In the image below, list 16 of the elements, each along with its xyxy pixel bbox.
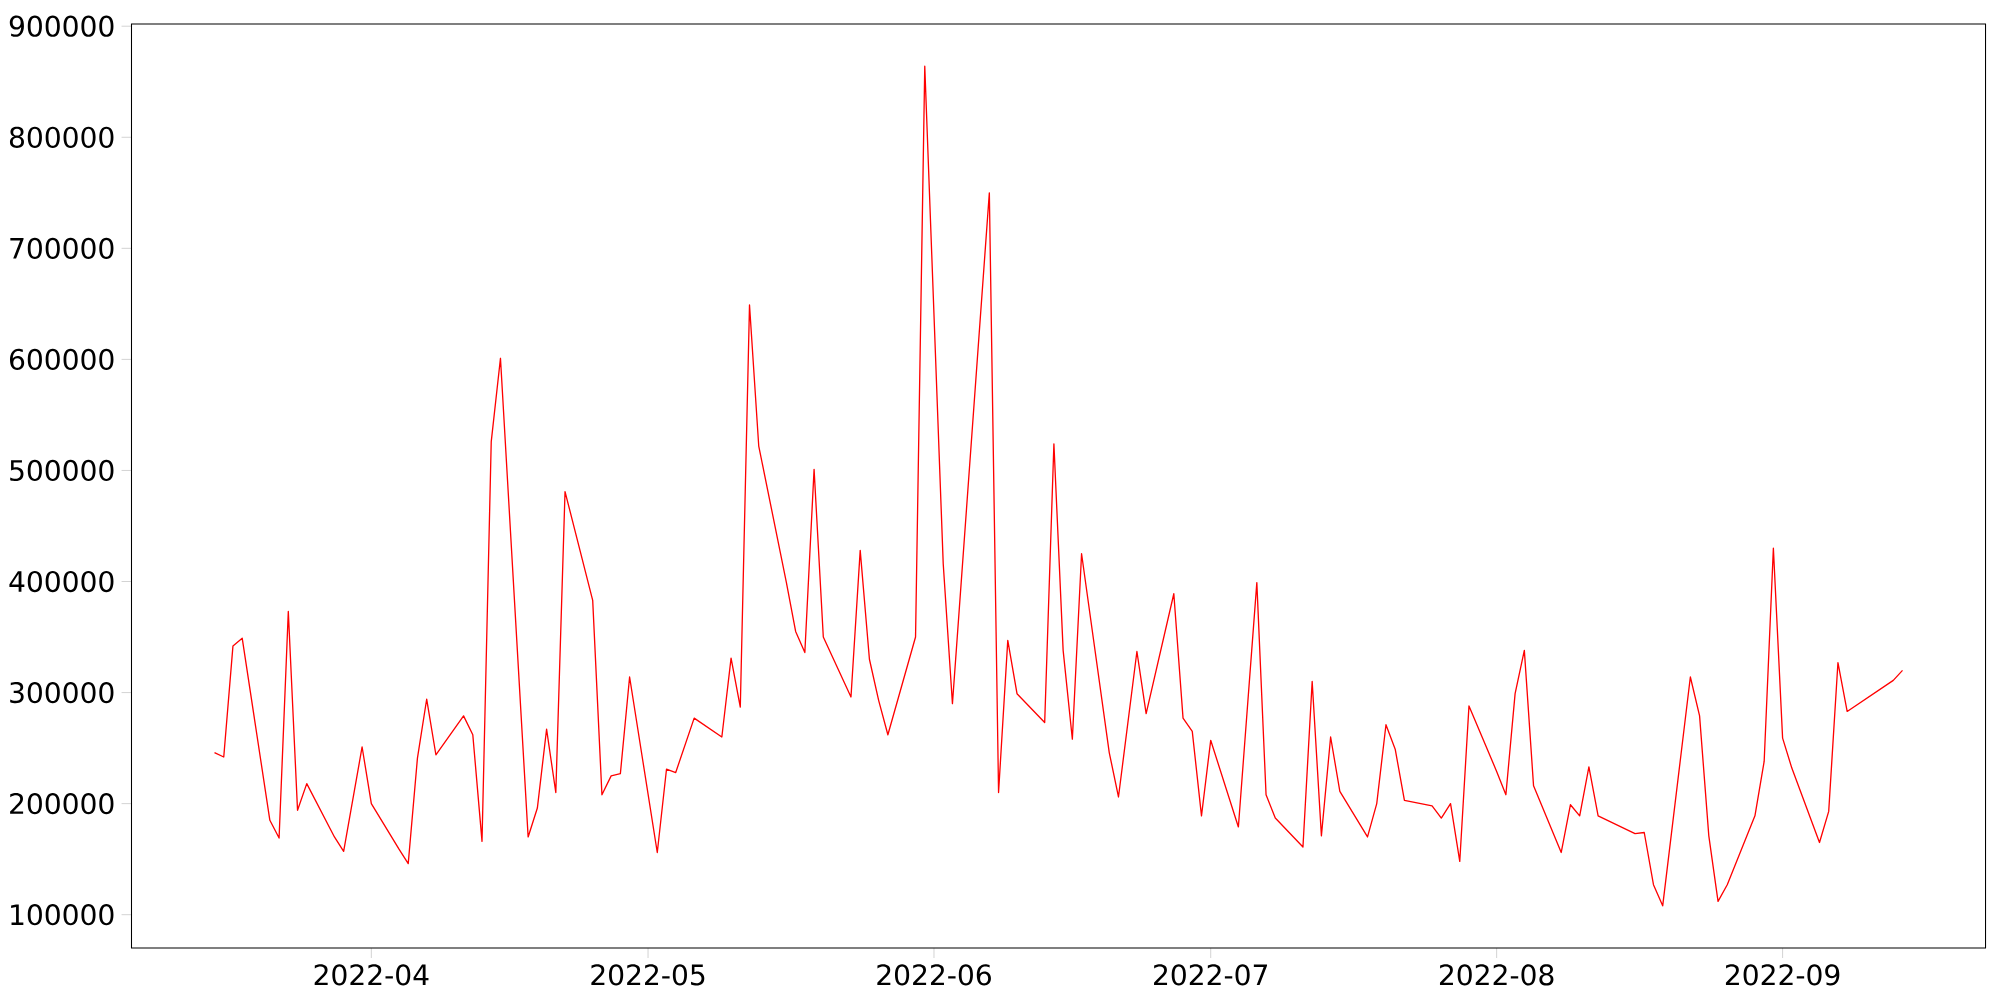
y-tick-label: 400000 — [9, 570, 114, 593]
x-tick-label: 2022-08 — [1439, 964, 1554, 986]
y-tick-label: 600000 — [9, 348, 114, 371]
y-tick-label: 700000 — [10, 237, 114, 259]
y-tick-label: 200000 — [10, 793, 114, 815]
line-series — [213, 65, 1904, 907]
y-tick-label: 100000 — [11, 904, 114, 926]
x-tick-label: 2022-05 — [591, 964, 705, 986]
y-tick-label: 300000 — [10, 681, 114, 704]
x-tick-label: 2022-04 — [314, 964, 429, 986]
x-tick-label: 2022-06 — [877, 964, 991, 986]
y-tick-label: 800000 — [9, 126, 114, 148]
y-tick-label: 500000 — [10, 459, 114, 482]
y-tick-label: 900000 — [9, 15, 114, 37]
x-tick-label: 2022-09 — [1725, 964, 1840, 986]
x-tick-label: 2022-07 — [1154, 964, 1268, 986]
